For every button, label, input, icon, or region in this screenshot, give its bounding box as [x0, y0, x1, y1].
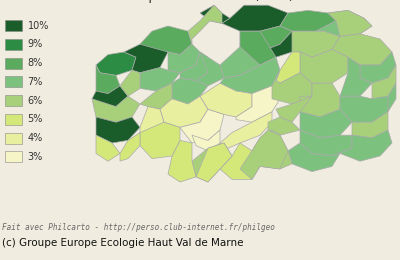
Polygon shape: [328, 10, 372, 36]
Polygon shape: [388, 83, 396, 112]
Bar: [5, 133, 22, 144]
Polygon shape: [140, 26, 192, 55]
Polygon shape: [222, 5, 288, 31]
Polygon shape: [316, 10, 372, 36]
Polygon shape: [180, 52, 208, 81]
Polygon shape: [300, 83, 340, 117]
Polygon shape: [300, 130, 352, 156]
Polygon shape: [276, 96, 312, 122]
Bar: [5, 20, 22, 31]
Polygon shape: [332, 34, 392, 65]
Polygon shape: [92, 86, 128, 107]
Polygon shape: [192, 143, 232, 182]
Polygon shape: [260, 31, 300, 57]
Polygon shape: [252, 130, 292, 169]
Polygon shape: [200, 83, 252, 117]
Polygon shape: [352, 112, 388, 138]
Polygon shape: [340, 96, 388, 122]
Polygon shape: [180, 109, 224, 143]
Polygon shape: [124, 42, 168, 73]
Text: 6%: 6%: [28, 96, 43, 106]
Polygon shape: [96, 65, 120, 94]
Polygon shape: [300, 49, 348, 83]
Polygon shape: [240, 26, 292, 52]
Polygon shape: [196, 143, 232, 182]
Polygon shape: [272, 70, 312, 104]
Polygon shape: [220, 112, 272, 148]
Polygon shape: [360, 52, 396, 83]
Polygon shape: [140, 83, 172, 109]
Text: Fait avec Philcarto - http://perso.club-internet.fr/philgeo: Fait avec Philcarto - http://perso.club-…: [2, 223, 275, 232]
Polygon shape: [188, 5, 222, 44]
Polygon shape: [140, 68, 180, 91]
Polygon shape: [300, 109, 352, 138]
Polygon shape: [220, 47, 260, 78]
Polygon shape: [96, 135, 120, 161]
Text: 7%: 7%: [28, 77, 43, 87]
Polygon shape: [240, 31, 276, 65]
Bar: [5, 151, 22, 162]
Bar: [5, 58, 22, 69]
Polygon shape: [220, 143, 260, 179]
Text: 10%: 10%: [28, 21, 49, 31]
Polygon shape: [192, 130, 220, 151]
Polygon shape: [96, 117, 140, 143]
Bar: [5, 76, 22, 87]
Bar: [5, 39, 22, 50]
Bar: [5, 95, 22, 106]
Text: 8%: 8%: [28, 58, 43, 68]
Polygon shape: [168, 44, 200, 73]
Polygon shape: [220, 57, 280, 94]
Text: Score des Verts aux Européennes de 2004 (en %): Score des Verts aux Européennes de 2004 …: [1, 0, 293, 3]
Polygon shape: [292, 31, 340, 57]
Text: 9%: 9%: [28, 40, 43, 49]
Polygon shape: [168, 140, 196, 182]
Polygon shape: [92, 96, 140, 122]
Polygon shape: [172, 78, 208, 104]
Text: 5%: 5%: [28, 114, 43, 124]
Polygon shape: [276, 52, 300, 83]
Polygon shape: [340, 57, 372, 96]
Polygon shape: [120, 70, 140, 96]
Polygon shape: [288, 143, 340, 172]
Polygon shape: [280, 10, 336, 31]
Polygon shape: [96, 52, 136, 75]
Polygon shape: [140, 122, 180, 159]
Polygon shape: [140, 107, 164, 133]
Polygon shape: [200, 5, 230, 23]
Polygon shape: [240, 130, 288, 179]
Polygon shape: [120, 133, 140, 161]
Polygon shape: [332, 130, 392, 161]
Polygon shape: [268, 117, 300, 135]
Bar: [5, 114, 22, 125]
Text: (c) Groupe Europe Ecologie Haut Val de Marne: (c) Groupe Europe Ecologie Haut Val de M…: [2, 238, 244, 248]
Text: 3%: 3%: [28, 152, 43, 162]
Text: 4%: 4%: [28, 133, 43, 143]
Polygon shape: [196, 52, 224, 86]
Polygon shape: [160, 96, 208, 127]
Polygon shape: [236, 86, 280, 122]
Polygon shape: [372, 65, 396, 99]
